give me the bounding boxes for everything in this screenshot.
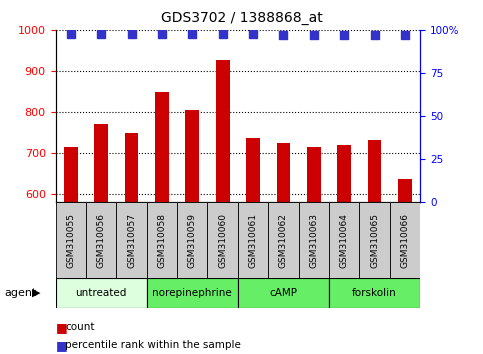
Bar xyxy=(238,278,329,308)
Point xyxy=(128,31,135,36)
Point xyxy=(280,33,287,38)
Text: agent: agent xyxy=(5,288,37,298)
Point xyxy=(219,31,227,36)
Point xyxy=(188,31,196,36)
Bar xyxy=(268,202,298,280)
Text: GSM310066: GSM310066 xyxy=(400,213,410,268)
Text: GSM310055: GSM310055 xyxy=(66,213,75,268)
Text: percentile rank within the sample: percentile rank within the sample xyxy=(65,340,241,350)
Point xyxy=(310,33,318,38)
Bar xyxy=(338,145,351,354)
Bar xyxy=(147,202,177,280)
Text: GSM310056: GSM310056 xyxy=(97,213,106,268)
Bar xyxy=(398,179,412,354)
Text: norepinephrine: norepinephrine xyxy=(153,288,232,298)
Text: GSM310063: GSM310063 xyxy=(309,213,318,268)
Bar xyxy=(94,124,108,354)
Point xyxy=(249,31,257,36)
Bar xyxy=(177,202,208,280)
Bar xyxy=(307,147,321,354)
Point xyxy=(341,33,348,38)
Point xyxy=(158,31,166,36)
Bar xyxy=(147,278,238,308)
Bar xyxy=(208,202,238,280)
Text: GSM310060: GSM310060 xyxy=(218,213,227,268)
Bar xyxy=(246,138,260,354)
Point xyxy=(401,33,409,38)
Text: untreated: untreated xyxy=(75,288,127,298)
Text: GSM310059: GSM310059 xyxy=(188,213,197,268)
Text: ■: ■ xyxy=(56,339,67,352)
Text: GDS3702 / 1388868_at: GDS3702 / 1388868_at xyxy=(161,11,322,25)
Text: GSM310062: GSM310062 xyxy=(279,213,288,268)
Bar xyxy=(368,141,382,354)
Bar xyxy=(155,92,169,354)
Bar xyxy=(86,202,116,280)
Bar xyxy=(216,59,229,354)
Bar xyxy=(56,202,86,280)
Text: GSM310064: GSM310064 xyxy=(340,213,349,268)
Text: GSM310065: GSM310065 xyxy=(370,213,379,268)
Text: GSM310057: GSM310057 xyxy=(127,213,136,268)
Bar xyxy=(329,278,420,308)
Text: forskolin: forskolin xyxy=(352,288,397,298)
Bar xyxy=(277,143,290,354)
Point xyxy=(371,33,379,38)
Bar xyxy=(125,133,138,354)
Bar xyxy=(64,147,78,354)
Bar xyxy=(56,278,147,308)
Bar xyxy=(390,202,420,280)
Text: ■: ■ xyxy=(56,321,67,334)
Text: ▶: ▶ xyxy=(32,288,41,298)
Text: count: count xyxy=(65,322,95,332)
Point xyxy=(97,31,105,36)
Bar xyxy=(238,202,268,280)
Bar xyxy=(116,202,147,280)
Bar xyxy=(185,110,199,354)
Bar xyxy=(329,202,359,280)
Text: cAMP: cAMP xyxy=(270,288,298,298)
Text: GSM310058: GSM310058 xyxy=(157,213,167,268)
Text: GSM310061: GSM310061 xyxy=(249,213,257,268)
Bar xyxy=(359,202,390,280)
Bar xyxy=(298,202,329,280)
Point xyxy=(67,31,74,36)
